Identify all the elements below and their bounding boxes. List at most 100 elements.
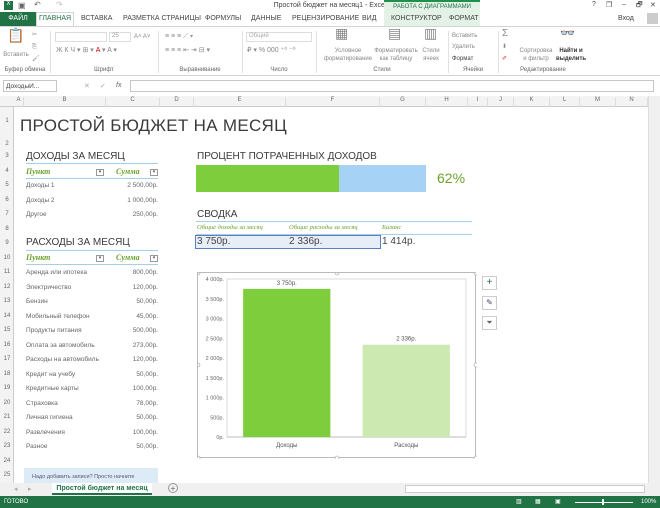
zoom-slider[interactable] — [575, 502, 633, 503]
tab-view[interactable]: ВИД — [362, 15, 377, 22]
resize-handle[interactable] — [473, 455, 479, 461]
selected-range[interactable] — [195, 235, 381, 249]
list-item[interactable]: Продукты питания 500,00р. — [26, 327, 158, 334]
sort-filter-button[interactable]: Сортировка и фильтр — [519, 48, 553, 62]
column-header[interactable]: N — [616, 97, 648, 107]
row-header[interactable]: 23 — [3, 443, 11, 449]
row-header[interactable]: 8 — [5, 225, 9, 232]
list-item[interactable]: Другое 250,00р. — [26, 211, 158, 218]
save-icon[interactable]: ▣ — [18, 1, 26, 10]
column-header[interactable]: L — [550, 97, 580, 107]
summary-expenses-value[interactable]: 2 336р. — [289, 236, 323, 247]
filter-dropdown-icon[interactable]: ▾ — [150, 169, 158, 176]
tab-review[interactable]: РЕЦЕНЗИРОВАНИЕ — [292, 15, 360, 22]
bar-chart[interactable]: 0р. 500р. 1 000р. 1 500р. 2 000р. 2 500р. 3 00… — [195, 270, 479, 461]
grow-font-icon[interactable]: A˄ A˅ — [134, 34, 151, 40]
format-painter-icon[interactable]: 🖌 — [32, 56, 40, 62]
row-header[interactable]: 24 — [3, 457, 11, 464]
list-item[interactable]: Кредит на учебу 50,00р. — [26, 371, 158, 378]
resize-handle[interactable] — [195, 362, 201, 368]
number-format-select[interactable]: Общий — [246, 32, 312, 42]
tab-formulas[interactable]: ФОРМУЛЫ — [205, 15, 242, 22]
tab-data[interactable]: ДАННЫЕ — [251, 15, 282, 22]
row-header[interactable]: 6 — [5, 196, 9, 203]
page-break-view-icon[interactable]: ▣ — [555, 499, 561, 505]
row-header[interactable]: 2 — [5, 141, 9, 147]
scroll-left-icon[interactable]: ◂ — [14, 486, 18, 493]
list-item[interactable]: Личная гигиена 50,00р. — [26, 414, 158, 421]
column-header[interactable]: K — [514, 97, 550, 107]
list-item[interactable]: Бензин 50,00р. — [26, 298, 158, 305]
paste-icon[interactable]: 📋 — [7, 27, 25, 43]
copy-icon[interactable]: ⎘ — [32, 44, 37, 50]
column-header[interactable]: A — [14, 97, 24, 107]
row-header[interactable]: 25 — [3, 472, 11, 478]
column-header[interactable]: C — [106, 97, 160, 107]
row-header[interactable]: 15 — [3, 327, 11, 333]
column-header[interactable]: M — [580, 97, 616, 107]
list-item[interactable]: Оплата за автомобиль 273,00р. — [26, 342, 158, 349]
column-header[interactable]: J — [488, 97, 514, 107]
row-header[interactable]: 9 — [5, 240, 9, 246]
row-header[interactable]: 11 — [3, 269, 11, 275]
zoom-slider-thumb[interactable] — [602, 499, 604, 505]
list-item[interactable]: Доходы 2 1 000,00р. — [26, 197, 158, 204]
vertical-scrollbar[interactable] — [648, 96, 660, 483]
list-item[interactable]: Развлечения 100,00р. — [26, 429, 158, 436]
minimize-icon[interactable]: – — [622, 1, 626, 8]
clear-icon[interactable]: ✐ — [502, 56, 508, 62]
undo-icon[interactable]: ↶ — [34, 0, 41, 9]
tab-home[interactable]: ГЛАВНАЯ — [36, 12, 74, 27]
insert-cells-button[interactable]: Вставить — [452, 33, 478, 39]
help-icon[interactable]: ? — [592, 1, 596, 8]
list-item[interactable]: Расходы на автомобиль 120,00р. — [26, 356, 158, 363]
resize-handle[interactable] — [334, 455, 340, 461]
list-item[interactable]: Аренда или ипотека 800,00р. — [26, 269, 158, 276]
cell-styles-button[interactable]: Стили ячеек — [422, 48, 440, 62]
delete-cells-button[interactable]: Удалить — [452, 44, 475, 50]
tab-design[interactable]: КОНСТРУКТОР — [391, 15, 442, 22]
row-header[interactable]: 21 — [3, 414, 11, 420]
row-header[interactable]: 20 — [3, 399, 11, 406]
avatar[interactable] — [647, 13, 658, 24]
row-header[interactable]: 4 — [5, 167, 9, 174]
row-header[interactable]: 16 — [3, 341, 11, 348]
row-header[interactable]: 17 — [3, 356, 11, 362]
row-header[interactable]: 7 — [5, 211, 9, 217]
tab-page-layout[interactable]: РАЗМЕТКА СТРАНИЦЫ — [123, 15, 201, 22]
tab-format[interactable]: ФОРМАТ — [449, 15, 479, 22]
autosum-icon[interactable]: Σ — [502, 28, 509, 39]
filter-dropdown-icon[interactable]: ▾ — [96, 255, 104, 262]
chart-filters-button[interactable]: ⏷ — [482, 316, 497, 330]
row-header[interactable]: 14 — [3, 312, 11, 319]
tab-insert[interactable]: ВСТАВКА — [81, 15, 113, 22]
enter-icon[interactable]: ✓ — [100, 83, 106, 90]
redo-icon[interactable]: ↷ — [56, 0, 63, 9]
zoom-level[interactable]: 100% — [641, 499, 657, 505]
font-name-select[interactable] — [55, 32, 107, 42]
column-header[interactable]: B — [24, 97, 106, 107]
row-header[interactable]: 10 — [3, 254, 11, 261]
sign-in-link[interactable]: Вход — [618, 15, 634, 22]
list-item[interactable]: Страховка 78,00р. — [26, 400, 158, 407]
filter-dropdown-icon[interactable]: ▾ — [96, 169, 104, 176]
sheet-tab-active[interactable]: Простой бюджет на месяц — [52, 483, 152, 495]
restore-icon[interactable]: 🗗 — [636, 2, 643, 9]
filter-dropdown-icon[interactable]: ▾ — [150, 255, 158, 262]
formula-input[interactable] — [130, 80, 654, 92]
cut-icon[interactable]: ✂ — [32, 32, 38, 38]
scroll-right-icon[interactable]: ▸ — [28, 486, 32, 493]
resize-handle[interactable] — [334, 270, 340, 276]
row-header[interactable]: 18 — [3, 370, 11, 377]
number-format-icons[interactable]: ₽ ▾ % 000 ⁺⁰ ⁻⁰ — [247, 47, 296, 54]
ribbon-display-icon[interactable]: ❐ — [606, 2, 613, 9]
list-item[interactable]: Разное 50,00р. — [26, 443, 158, 450]
resize-handle[interactable] — [473, 270, 479, 276]
bar-0[interactable] — [243, 288, 331, 437]
resize-handle[interactable] — [195, 270, 201, 276]
list-item[interactable]: Кредитные карты 100,00р. — [26, 385, 158, 392]
format-as-table-button[interactable]: Форматировать как таблицу — [374, 48, 418, 62]
summary-balance-value[interactable]: 1 414р. — [382, 236, 416, 247]
column-header[interactable]: D — [160, 97, 194, 107]
column-header[interactable]: G — [380, 97, 426, 107]
